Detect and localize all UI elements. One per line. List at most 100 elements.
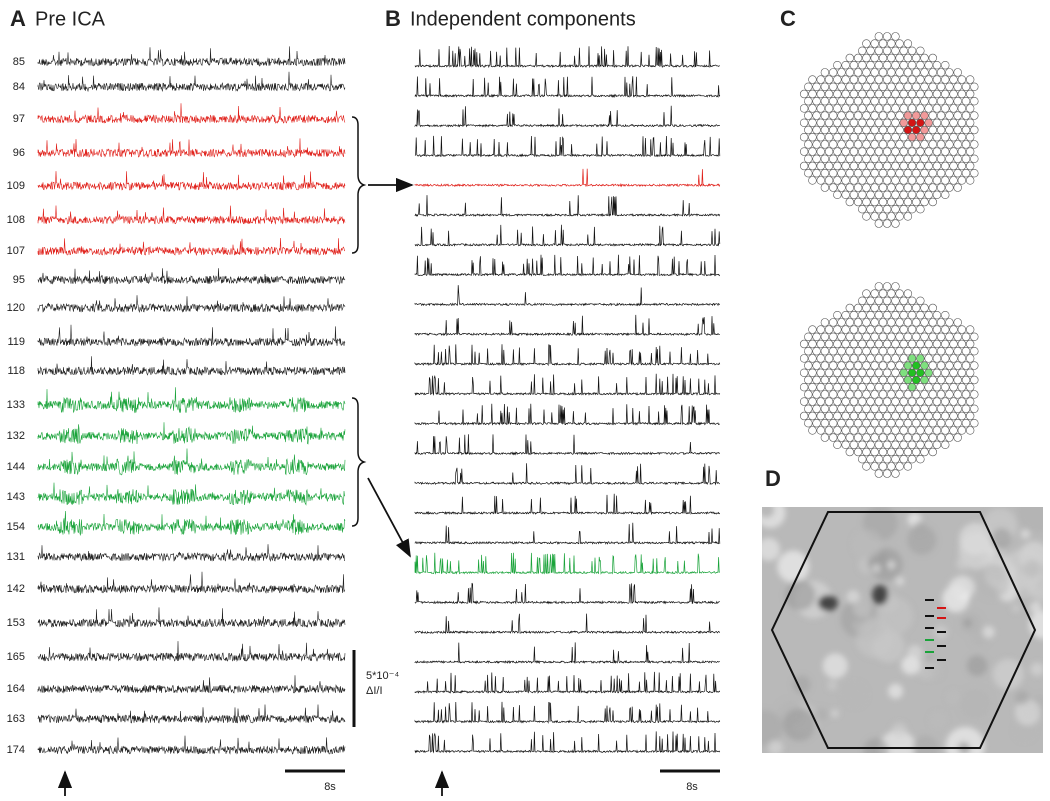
electrode: [841, 339, 850, 349]
electrode: [945, 125, 954, 135]
electrode: [837, 332, 846, 341]
electrode: [874, 32, 884, 41]
electrode: [903, 318, 913, 327]
electrode: [961, 169, 971, 178]
electrode: [853, 404, 863, 413]
electrode: [874, 397, 884, 406]
electrode: [903, 375, 913, 385]
electrode: [820, 347, 830, 356]
texture: [822, 653, 848, 679]
electrode: [882, 282, 892, 291]
electrode: [932, 161, 942, 171]
electrode: [833, 89, 842, 99]
electrode: [845, 390, 854, 399]
electrode: [907, 118, 917, 128]
electrode: [936, 82, 946, 92]
electrode: [887, 154, 896, 164]
electrode: [903, 212, 913, 221]
electrode: [957, 89, 967, 99]
electrode: [870, 318, 879, 327]
electrode: [799, 118, 809, 128]
electrode: [862, 169, 871, 178]
electrode: [870, 111, 879, 120]
channel-label: 133: [7, 399, 25, 411]
electrode: [932, 89, 942, 99]
electrode: [804, 154, 813, 164]
electrode: [866, 311, 875, 320]
electrode: [862, 96, 871, 106]
electrode: [812, 332, 821, 341]
electrode: [874, 296, 884, 305]
electrode: [853, 361, 863, 370]
electrode: [858, 205, 867, 214]
electrode: [911, 318, 921, 327]
electrode: [874, 205, 884, 214]
electrode: [911, 68, 921, 77]
electrode: [824, 133, 834, 142]
electrode: [870, 347, 879, 356]
electrode: [953, 347, 962, 356]
electrode: [887, 53, 896, 63]
electrode: [907, 104, 917, 113]
electrode: [965, 354, 975, 363]
electrode: [945, 347, 954, 356]
electrode: [878, 462, 888, 471]
electrode: [853, 318, 863, 327]
electrode: [874, 104, 884, 113]
component-trace: [414, 671, 721, 694]
electrode: [833, 325, 842, 334]
texture: [860, 616, 885, 641]
electrode: [870, 361, 879, 370]
electrode: [961, 125, 971, 135]
electrode: [808, 339, 817, 349]
electrode: [899, 118, 908, 128]
texture: [872, 585, 888, 605]
electrode: [941, 354, 950, 363]
electrode: [895, 53, 904, 63]
electrode: [804, 390, 813, 399]
electrode: [833, 311, 842, 320]
channel-label: 132: [7, 430, 25, 442]
electrode: [804, 404, 813, 413]
electrode: [941, 311, 950, 320]
electrode: [887, 447, 896, 457]
electrode: [858, 89, 867, 99]
electrode: [882, 60, 892, 70]
electrode: [882, 32, 892, 41]
electrode: [862, 289, 871, 298]
electrode: [945, 169, 954, 178]
electrode: [816, 354, 825, 363]
electrode: [874, 161, 884, 171]
channel-label: 153: [7, 617, 25, 629]
electrode: [812, 140, 821, 149]
electrode: [961, 361, 971, 370]
electrode: [949, 383, 958, 392]
texture: [767, 740, 783, 753]
electrode: [874, 426, 884, 435]
electrode: [862, 39, 871, 48]
electrode: [941, 397, 950, 406]
electrode: [928, 303, 937, 313]
electrode: [961, 419, 971, 428]
electrode: [899, 397, 908, 406]
electrode: [961, 111, 971, 120]
electrode: [882, 190, 892, 200]
scale-label: ΔI/I: [366, 685, 383, 697]
electrode: [858, 46, 867, 55]
electrode: [878, 419, 888, 428]
electrode: [891, 455, 900, 464]
electrode: [920, 140, 929, 149]
electrode: [941, 368, 950, 377]
electrode: [895, 212, 904, 221]
electrode: [920, 169, 929, 178]
electrode: [812, 390, 821, 399]
electrode: [907, 397, 917, 406]
electrode: [920, 183, 929, 192]
electrode: [965, 426, 975, 435]
electrode: [899, 455, 908, 464]
electrode: [957, 397, 967, 406]
electrode: [858, 161, 867, 171]
electrode: [899, 411, 908, 421]
electrode: [903, 82, 913, 92]
electrode: [878, 82, 888, 92]
